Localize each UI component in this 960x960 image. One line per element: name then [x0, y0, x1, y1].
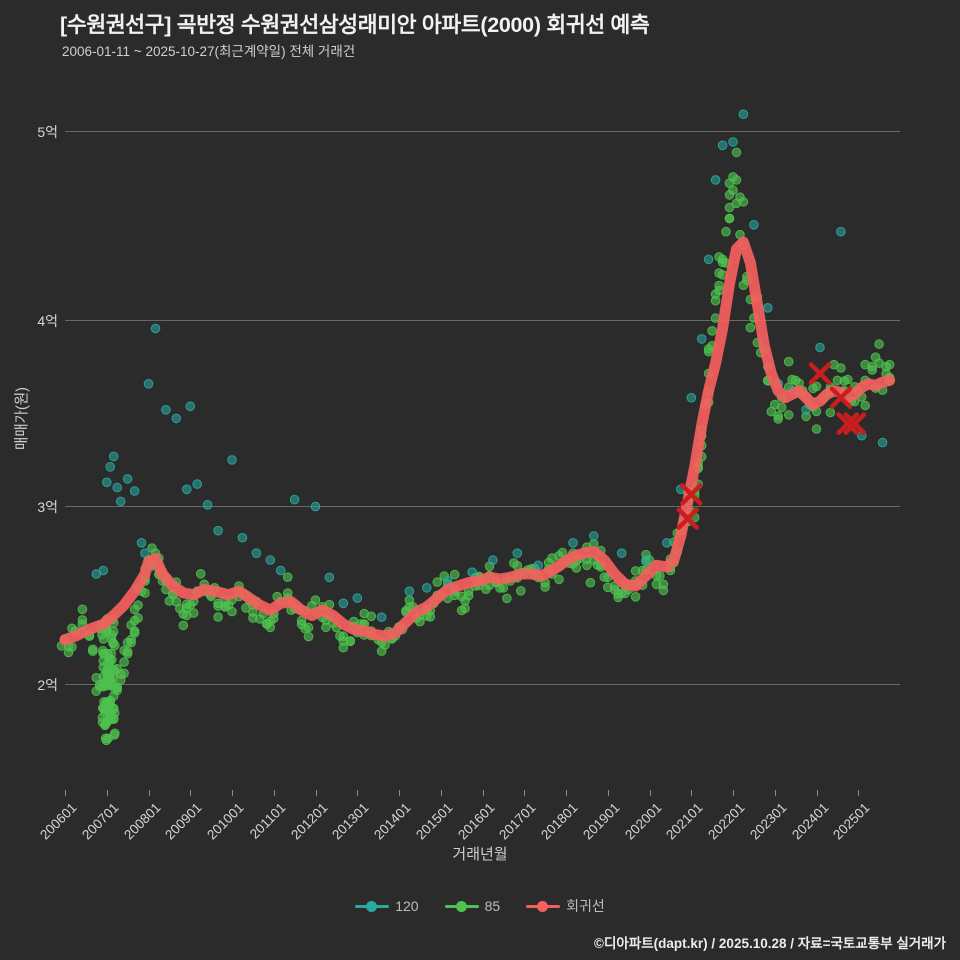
x-tick-label: 201301 — [329, 800, 372, 843]
y-gridline — [65, 131, 900, 132]
x-tick-mark — [273, 790, 275, 796]
x-tick-mark — [440, 790, 442, 796]
y-tick-label: 5억 — [37, 124, 58, 140]
x-tick-mark — [148, 790, 150, 796]
scatter-series-120 — [91, 109, 888, 623]
legend-label: 회귀선 — [566, 898, 605, 914]
x-tick-label: 202301 — [746, 800, 790, 843]
legend-item-85[interactable]: 85 — [444, 898, 501, 914]
x-tick-label: 202401 — [788, 800, 832, 843]
x-tick-label: 201201 — [287, 800, 331, 843]
legend-item-120[interactable]: 120 — [355, 898, 419, 914]
footer-credit: ©디아파트(dapt.kr) / 2025.10.28 / 자료=국토교통부 실… — [594, 936, 946, 951]
x-tick-mark — [65, 790, 66, 796]
x-tick-label: 201401 — [371, 800, 414, 843]
x-tick-mark — [607, 790, 609, 796]
chart-subtitle: 2006-01-11 ~ 2025-10-27(최근계약일) 전체 거래건 — [62, 44, 356, 59]
y-tick-label: 3억 — [37, 499, 58, 515]
recent-transaction-markers — [676, 362, 867, 530]
x-tick-mark — [566, 790, 567, 796]
x-tick-mark — [232, 790, 233, 796]
x-tick-label: 201701 — [496, 800, 539, 843]
x-tick-label: 200701 — [78, 800, 122, 843]
chart-title: [수원권선구] 곡반정 수원권선삼성래미안 아파트(2000) 회귀선 예측 — [60, 13, 650, 37]
legend-swatch-icon — [526, 899, 561, 913]
x-tick-label: 201501 — [412, 800, 456, 843]
x-tick-label: 201801 — [538, 800, 581, 843]
legend-label: 120 — [395, 898, 419, 914]
scatter-series-85 — [56, 147, 895, 725]
x-tick-mark — [190, 790, 192, 796]
x-tick-mark — [106, 790, 108, 796]
x-tick-label: 202101 — [663, 800, 706, 843]
legend-swatch-icon — [355, 899, 390, 913]
y-gridline — [65, 506, 900, 507]
x-tick-label: 202001 — [621, 800, 665, 843]
x-tick-label: 202501 — [830, 800, 873, 843]
x-tick-label: 201901 — [579, 800, 623, 843]
y-gridline — [65, 684, 900, 685]
x-tick-mark — [858, 790, 860, 796]
legend-item-회귀선[interactable]: 회귀선 — [526, 896, 605, 916]
x-tick-label: 201601 — [454, 800, 498, 843]
legend-swatch-icon — [444, 899, 479, 913]
y-tick-label: 4억 — [37, 313, 58, 329]
regression-line — [59, 236, 896, 646]
chart-legend: 120 85 회귀선 — [0, 896, 960, 916]
x-tick-label: 201101 — [246, 800, 289, 842]
x-tick-label: 200801 — [120, 800, 164, 843]
x-tick-mark — [691, 790, 693, 796]
x-tick-label: 200901 — [162, 800, 205, 843]
x-tick-label: 201001 — [204, 800, 247, 843]
legend-label: 85 — [484, 898, 501, 914]
scatter-cluster-2007 — [95, 614, 120, 746]
x-tick-mark — [816, 790, 818, 796]
x-tick-mark — [315, 790, 317, 796]
x-tick-mark — [733, 790, 734, 796]
x-tick-mark — [524, 790, 526, 796]
x-tick-mark — [774, 790, 776, 796]
x-axis-title: 거래년월 — [452, 846, 508, 863]
y-gridline — [65, 320, 900, 321]
y-tick-label: 2억 — [37, 677, 58, 693]
y-axis-title-wrap: 매매가(원) — [6, 330, 31, 510]
x-tick-mark — [482, 790, 484, 796]
y-axis-title: 매매가(원) — [14, 386, 31, 451]
x-tick-mark — [649, 790, 651, 796]
x-tick-mark — [399, 790, 400, 796]
x-tick-label: 200601 — [37, 800, 80, 843]
x-tick-label: 202201 — [705, 800, 748, 843]
x-tick-mark — [357, 790, 359, 796]
